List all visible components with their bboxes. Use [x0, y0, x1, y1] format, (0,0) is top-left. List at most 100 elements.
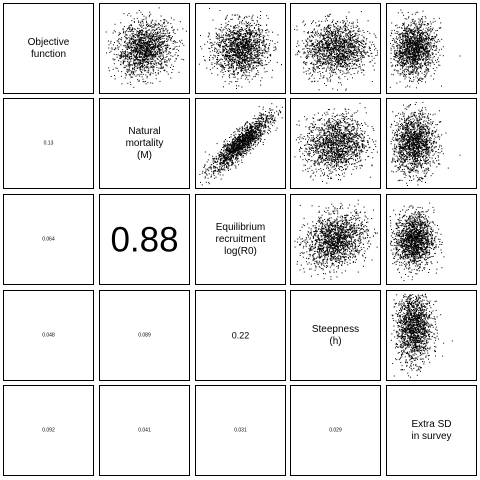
scatter-point	[328, 31, 329, 32]
scatter-point	[349, 62, 351, 64]
scatter-point	[423, 58, 425, 59]
scatter-point	[352, 25, 354, 27]
scatter-point	[246, 40, 248, 42]
scatter-point	[253, 41, 255, 43]
scatter-point	[243, 60, 245, 62]
scatter-point	[262, 52, 264, 54]
scatter-point	[166, 45, 168, 47]
scatter-point	[148, 41, 150, 43]
scatter-point	[256, 23, 258, 25]
scatter-point	[251, 30, 253, 32]
scatter-point	[229, 54, 231, 56]
scatter-point	[224, 39, 226, 40]
scatter-point	[142, 66, 144, 67]
scatter-point	[334, 47, 336, 49]
scatter-point	[160, 46, 162, 48]
scatter-point	[158, 43, 159, 45]
scatter-point	[335, 45, 337, 46]
scatter-point	[352, 50, 354, 52]
scatter-point	[341, 42, 343, 44]
scatter-point	[255, 51, 257, 53]
scatter-point	[296, 45, 298, 47]
scatter-point	[122, 59, 124, 61]
scatter-point	[158, 23, 160, 25]
scatter-point	[156, 57, 158, 59]
scatter-point	[152, 69, 154, 71]
scatter-point	[254, 61, 256, 63]
scatter-point	[344, 60, 346, 62]
scatter-point	[319, 53, 321, 55]
scatter-point	[235, 55, 237, 57]
scatter-point	[339, 42, 341, 44]
scatter-point	[238, 36, 240, 38]
scatter-point	[227, 70, 229, 72]
scatter-point	[130, 46, 132, 48]
scatter-point	[325, 32, 327, 34]
scatter-point	[141, 32, 143, 34]
scatter-point	[139, 68, 141, 70]
scatter-point	[339, 28, 341, 30]
scatter-point	[340, 62, 342, 64]
scatter-point	[363, 50, 365, 52]
scatter-point	[333, 47, 335, 49]
scatter-point	[228, 61, 230, 62]
scatter-point	[142, 57, 143, 59]
scatter-point	[157, 47, 159, 49]
scatter-point	[367, 20, 369, 22]
scatter-point	[225, 25, 227, 27]
scatter-point	[311, 44, 313, 45]
scatter-panel	[386, 3, 477, 94]
scatter-point	[327, 26, 329, 28]
scatter-point	[263, 48, 265, 50]
scatter-point	[157, 41, 159, 43]
scatter-point	[318, 52, 320, 54]
scatter-point	[344, 66, 346, 68]
scatter-point	[139, 56, 141, 58]
scatter-point	[356, 59, 358, 61]
scatter-point	[156, 53, 158, 55]
scatter-point	[144, 66, 146, 68]
scatter-point	[136, 67, 138, 69]
scatter-point	[130, 49, 132, 51]
scatter-point	[131, 50, 133, 52]
scatter-point	[137, 31, 139, 33]
scatter-point	[340, 47, 342, 49]
scatter-point	[313, 80, 315, 82]
scatter-point	[241, 47, 243, 48]
scatter-point	[356, 25, 358, 27]
scatter-point	[147, 66, 149, 68]
scatter-point	[147, 40, 149, 42]
scatter-point	[326, 30, 328, 32]
scatter-point	[308, 31, 309, 33]
scatter-point	[177, 55, 179, 57]
scatter-point	[236, 37, 238, 39]
scatter-point	[150, 22, 152, 24]
scatter-point	[326, 60, 328, 62]
scatter-point	[159, 52, 160, 54]
scatter-point	[344, 50, 346, 52]
scatter-point	[340, 59, 342, 61]
scatter-point	[244, 62, 246, 64]
scatter-point	[113, 30, 115, 32]
scatter-point	[113, 53, 115, 55]
variable-label-line: mortality	[125, 137, 164, 149]
scatter-point	[167, 39, 169, 41]
scatter-point	[230, 48, 232, 50]
scatter-point	[242, 74, 244, 76]
scatter-point	[240, 42, 241, 44]
scatter-point	[223, 37, 225, 39]
scatter-point	[251, 46, 253, 48]
scatter-point	[156, 49, 158, 51]
scatter-point	[335, 58, 337, 60]
scatter-point	[244, 16, 245, 18]
scatter-point	[352, 43, 354, 45]
scatter-point	[274, 43, 276, 45]
scatter-point	[346, 51, 348, 52]
scatter-point	[181, 58, 183, 60]
scatter-point	[310, 40, 312, 42]
scatter-point	[163, 60, 165, 62]
scatter-point	[239, 33, 241, 35]
scatter-point	[249, 22, 251, 24]
scatter-point	[138, 74, 140, 76]
scatter-point	[357, 37, 359, 39]
